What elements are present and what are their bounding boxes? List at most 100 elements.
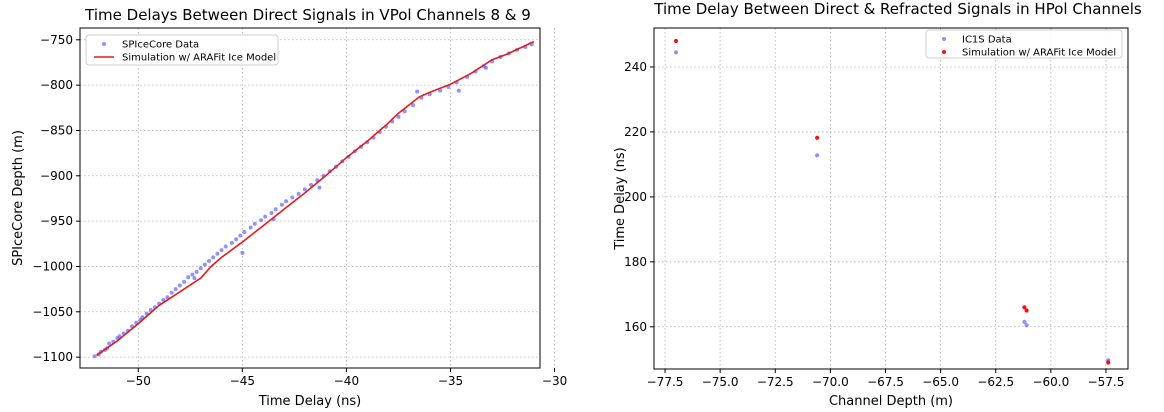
chart-1: −50 −45 −40 −35 −30 −750 −800 −850 −900 −950 −1000… [11,6,567,409]
data-point [438,88,443,93]
y-tick-label: −950 [40,214,73,228]
data-point [165,295,170,300]
data-point [248,225,253,230]
data-point [411,103,415,108]
legend-box [85,34,279,66]
y-tick-label: 220 [624,125,647,139]
data-point [259,218,264,223]
data-point [284,199,289,204]
chart-title: Time Delay Between Direct & Refracted Si… [653,0,1142,18]
x-tick-label: −65.0 [922,375,959,389]
simulation-point [1022,305,1027,310]
x-tick-label: −60.0 [1032,375,1069,389]
data-point [238,233,243,238]
series-1 [673,50,1111,363]
data-point [173,287,178,292]
data-point [207,259,211,263]
data-point [182,279,187,284]
x-tick-label: −70.0 [812,375,849,389]
data-point [302,187,307,192]
x-tick-label: −75.0 [702,375,739,389]
x-tick-label: −67.5 [867,375,904,389]
legend: IC1S Data Simulation w/ ARAFit Ice Model [925,29,1123,59]
legend-marker-swatch [942,37,946,41]
data-point [202,262,207,267]
data-point [186,275,191,280]
data-point [309,182,313,187]
y-axis-label: SPIceCore Depth (m) [11,130,26,266]
y-tick-label: −1050 [32,305,73,319]
data-point [815,153,820,158]
legend-marker-swatch [102,42,106,46]
data-point [240,250,245,255]
data-point [1022,319,1027,324]
data-point [177,283,182,288]
x-tick-label: −57.5 [1088,375,1125,389]
y-tick-label: −850 [40,123,73,137]
series-2 [96,40,535,356]
series-1 [92,42,534,359]
plot-frame [653,27,1129,370]
y-tick-label: −750 [40,33,73,47]
data-point [215,251,220,256]
data-point [252,221,257,226]
data-point [192,276,197,281]
legend-label: IC1S Data [962,35,1012,46]
data-point [396,114,401,119]
simulation-point [1024,308,1029,313]
x-tick-label: −77.5 [647,375,684,389]
data-point [483,65,488,70]
x-tick-label: −72.5 [757,375,794,389]
chart-title: Time Delays Between Direct Signals in VP… [84,6,531,24]
data-point [194,269,199,274]
data-point [223,244,228,249]
data-point [242,230,247,234]
data-point [415,89,420,94]
data-point [279,202,284,207]
legend-label: Simulation w/ ARAFit Ice Model [962,48,1116,59]
x-tick-label: −40 [334,374,359,388]
data-point [269,211,274,215]
x-tick-label: −62.5 [977,375,1014,389]
data-point [290,195,295,200]
legend: SPIceCore Data Simulation w/ ARAFit Ice M… [85,34,279,66]
data-point [219,248,224,253]
y-tick-label: −1000 [32,259,73,273]
data-point [107,341,112,346]
x-axis-label: Channel Depth (m) [829,394,953,409]
x-tick-label: −35 [438,374,463,388]
x-axis-label: Time Delay (ns) [258,394,362,409]
data-point [234,237,239,242]
simulation-line [96,40,535,356]
legend-label: Simulation w/ ARAFit Ice Model [122,53,276,64]
series-2 [673,38,1111,365]
data-point [673,50,679,55]
y-tick-label: 180 [624,255,647,269]
data-point [161,298,166,302]
y-tick-label: −1100 [32,350,73,364]
data-point [456,88,461,93]
data-point [169,290,174,295]
simulation-point [673,38,679,44]
data-point [190,272,195,277]
data-point [273,207,278,212]
plot-frame [79,27,541,369]
simulation-point [815,135,820,140]
data-point [1024,323,1029,328]
y-tick-label: 160 [624,320,647,334]
x-tick-label: −30 [542,374,567,388]
data-point [317,185,322,190]
legend-marker-swatch [942,50,946,54]
data-point [263,214,268,219]
data-point [296,191,301,196]
data-point [229,240,234,245]
x-tick-label: −45 [230,374,255,388]
data-point [402,109,407,114]
data-point [198,266,203,271]
simulation-point [1106,360,1111,365]
y-tick-label: 200 [624,190,647,204]
data-point [211,255,216,260]
y-tick-label: −800 [40,78,73,92]
x-tick-label: −50 [126,374,151,388]
